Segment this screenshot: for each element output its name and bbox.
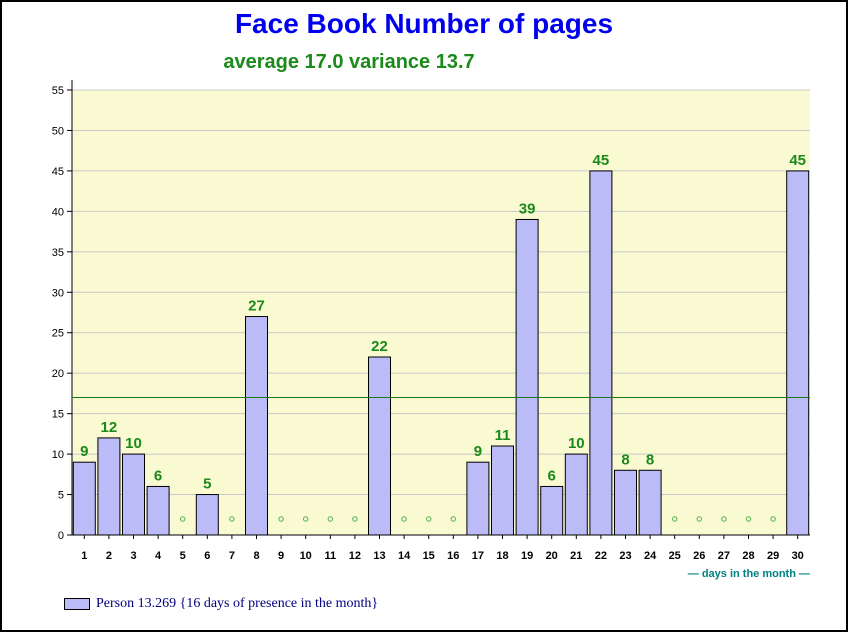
absent-marker — [180, 516, 186, 522]
y-tick-label: 30 — [52, 287, 64, 299]
legend: Person 13.269 {16 days of presence in th… — [64, 596, 378, 612]
absent-marker — [721, 516, 727, 522]
x-tick-label: 22 — [595, 550, 607, 562]
x-tick-label: 12 — [349, 550, 361, 562]
y-tick-label: 15 — [52, 409, 64, 421]
y-tick-label: 50 — [52, 125, 64, 137]
legend-label: Person 13.269 {16 days of presence in th… — [96, 596, 379, 611]
x-tick-label: 5 — [180, 550, 186, 562]
y-tick-label: 20 — [52, 368, 64, 380]
chart-title: Face Book Number of pages — [234, 8, 614, 39]
x-tick-label: 17 — [472, 550, 484, 562]
value-label: 27 — [248, 298, 265, 315]
absent-marker — [770, 516, 776, 522]
y-tick-label: 40 — [52, 206, 64, 218]
bar — [122, 453, 145, 536]
value-label: 39 — [519, 200, 536, 217]
bar — [491, 445, 514, 536]
y-tick-label: 10 — [52, 449, 64, 461]
value-label: 45 — [789, 152, 806, 169]
absent-marker — [696, 516, 702, 522]
x-tick-label: 3 — [130, 550, 136, 562]
x-tick-label: 26 — [693, 550, 705, 562]
x-tick-label: 6 — [204, 550, 210, 562]
bar — [638, 469, 662, 536]
x-tick-label: 25 — [669, 550, 681, 562]
value-label: 5 — [203, 476, 211, 493]
x-tick-label: 15 — [423, 550, 435, 562]
x-tick-label: 2 — [106, 550, 112, 562]
absent-marker — [450, 516, 456, 522]
value-label: 11 — [495, 427, 511, 444]
absent-marker — [672, 516, 678, 522]
x-tick-label: 1 — [81, 550, 87, 562]
y-tick-label: 35 — [52, 247, 64, 259]
value-label: 6 — [154, 467, 162, 484]
value-label: 9 — [80, 443, 88, 460]
legend-swatch — [64, 598, 90, 610]
absent-marker — [426, 516, 432, 522]
bar — [72, 461, 96, 536]
value-label: 8 — [621, 451, 629, 468]
x-tick-label: 4 — [155, 550, 162, 562]
x-tick-label: 23 — [619, 550, 631, 562]
absent-marker — [327, 516, 333, 522]
bar — [245, 316, 268, 536]
bar — [195, 494, 219, 536]
plot-background — [72, 90, 810, 535]
value-label: 12 — [101, 419, 118, 436]
value-label: 45 — [593, 152, 610, 169]
x-axis-label: — days in the month — — [688, 568, 810, 580]
y-tick-label: 0 — [58, 530, 64, 542]
bar — [540, 485, 564, 536]
x-tick-label: 19 — [521, 550, 533, 562]
x-tick-label: 7 — [229, 550, 235, 562]
value-label: 9 — [474, 443, 482, 460]
absent-marker — [745, 516, 752, 522]
absent-marker — [303, 516, 309, 522]
x-tick-label: 10 — [300, 550, 312, 562]
x-tick-label: 14 — [398, 550, 411, 562]
bar — [146, 485, 170, 536]
x-tick-label: 11 — [324, 550, 336, 562]
x-tick-label: 9 — [278, 550, 284, 562]
x-tick-label: 21 — [570, 550, 582, 562]
x-tick-label: 16 — [447, 550, 459, 562]
y-tick-label: 45 — [52, 166, 64, 178]
value-label: 8 — [646, 451, 654, 468]
x-tick-label: 29 — [767, 550, 779, 562]
value-label: 10 — [568, 435, 585, 452]
x-tick-label: 27 — [718, 550, 730, 562]
x-tick-label: 24 — [644, 550, 657, 562]
x-tick-label: 28 — [742, 550, 754, 562]
bar — [786, 170, 810, 536]
x-tick-label: 13 — [373, 550, 385, 562]
bar — [515, 218, 539, 536]
absent-marker — [352, 516, 358, 522]
y-tick-label: 25 — [52, 328, 64, 340]
y-tick-label: 55 — [52, 85, 64, 97]
value-label: 22 — [371, 338, 388, 355]
bar — [97, 437, 121, 536]
absent-marker — [401, 516, 407, 522]
x-tick-label: 18 — [496, 550, 508, 562]
x-tick-label: 30 — [792, 550, 804, 562]
x-tick-label: 8 — [253, 550, 259, 562]
value-label: 10 — [125, 435, 142, 452]
bar — [368, 356, 391, 536]
y-tick-label: 5 — [58, 490, 64, 502]
bar — [614, 469, 637, 536]
absent-marker — [229, 516, 235, 522]
value-label: 6 — [548, 467, 556, 484]
bar — [466, 461, 490, 536]
chart-subtitle: average 17.0 variance 13.7 — [223, 51, 475, 73]
bar — [589, 170, 613, 536]
x-tick-label: 20 — [546, 550, 558, 562]
absent-marker — [278, 516, 284, 522]
bar — [564, 453, 588, 536]
